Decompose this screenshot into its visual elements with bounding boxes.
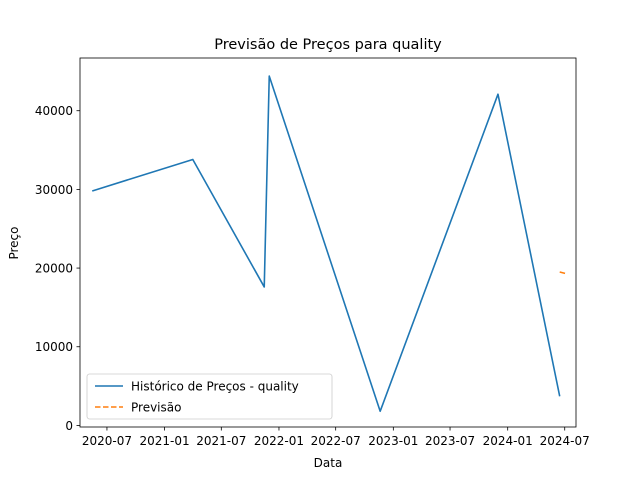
x-tick-label: 2023-01	[368, 434, 418, 448]
x-tick-label: 2021-01	[140, 434, 190, 448]
plot-area: 2020-07 2021-01 2021-07 2022-01 2022-07 2023-…	[35, 57, 590, 448]
series-line-1	[91, 75, 561, 413]
y-tick-label: 20000	[35, 262, 73, 276]
y-tick-label: 30000	[35, 183, 73, 197]
legend-label-1: Histórico de Preços - quality	[131, 380, 299, 394]
x-tick-label: 2024-07	[540, 434, 590, 448]
axes-frame	[79, 57, 577, 428]
x-tick-label: 2020-07	[82, 434, 132, 448]
y-tick-label: 0	[65, 419, 73, 433]
y-tick-label: 40000	[35, 104, 73, 118]
x-tick-label: 2021-07	[196, 434, 246, 448]
legend-label-2: Previsão	[131, 401, 181, 415]
x-axis-label: Data	[314, 456, 343, 470]
x-tick-label: 2022-07	[311, 434, 361, 448]
x-tick-label: 2024-01	[483, 434, 533, 448]
legend-box	[86, 373, 333, 420]
series-line-2	[559, 271, 567, 275]
y-tick-label: 10000	[35, 340, 73, 354]
x-tick-label: 2022-01	[254, 434, 304, 448]
x-tick-label: 2023-07	[425, 434, 475, 448]
y-axis-label: Preço	[7, 226, 21, 259]
chart-title: Previsão de Preços para quality	[214, 37, 442, 53]
